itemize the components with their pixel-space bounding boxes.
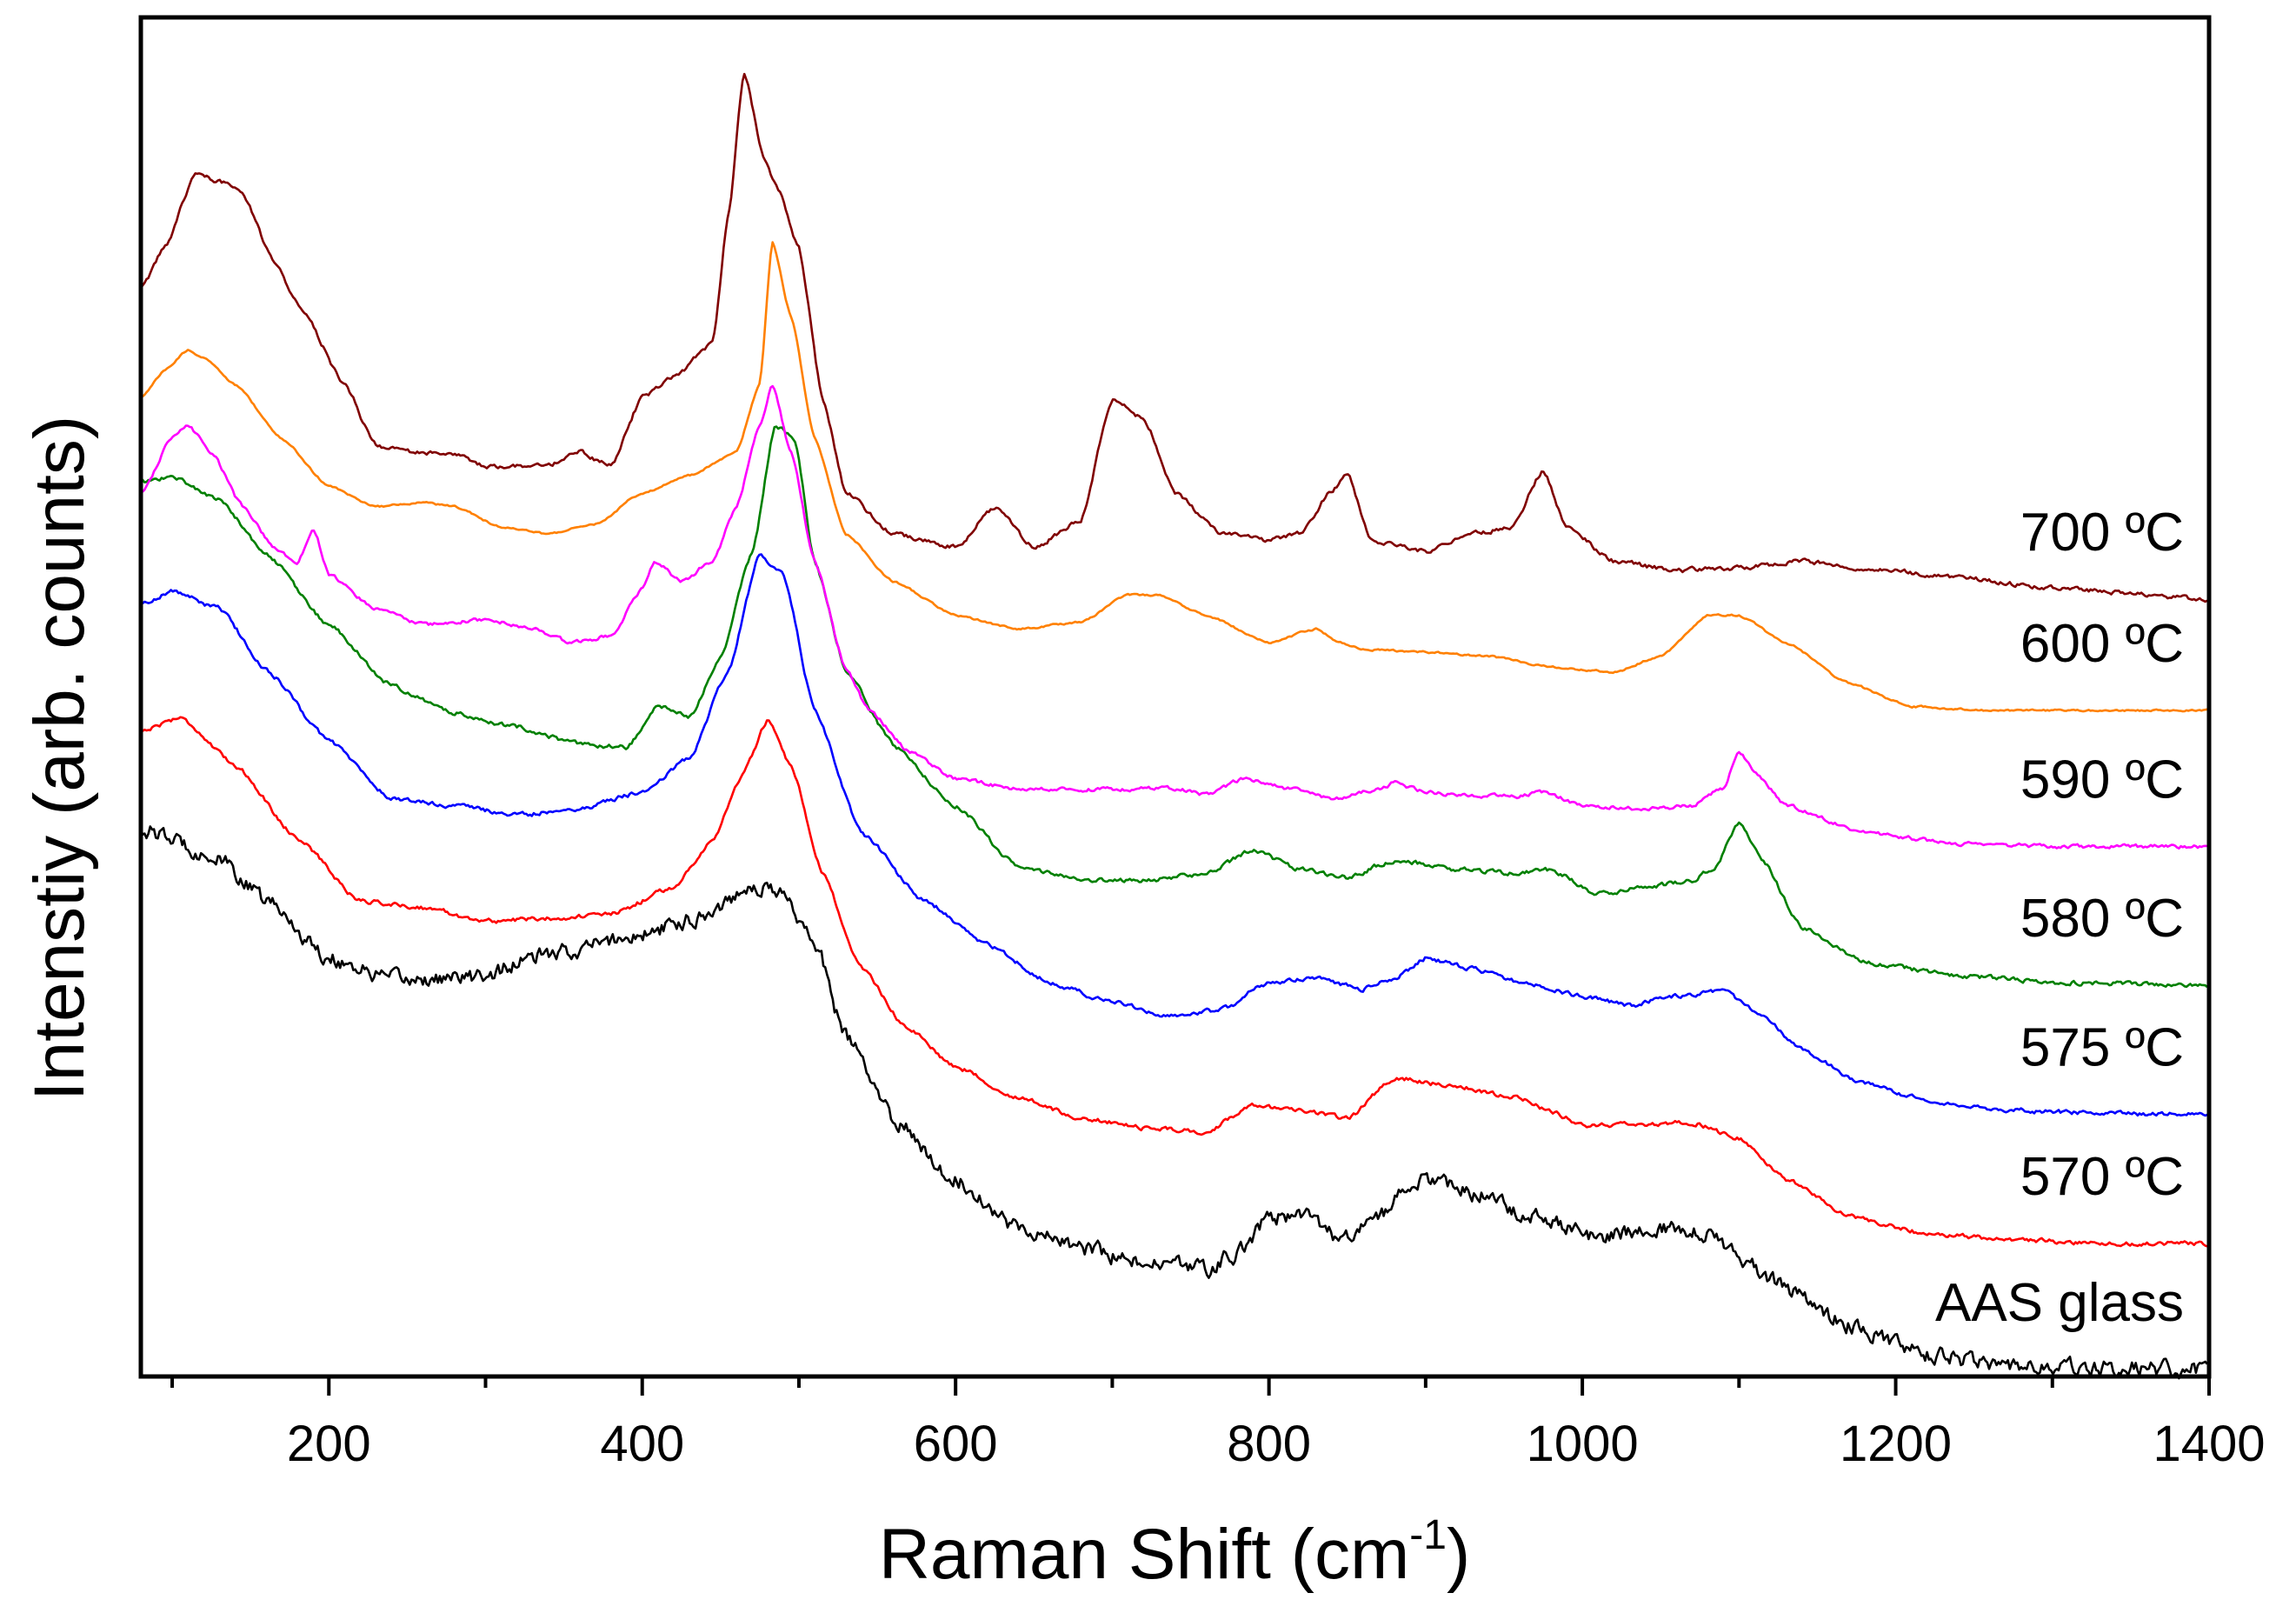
series-line-575-c — [140, 553, 2208, 1117]
series-label-590-c: 590 ºC — [2020, 750, 2184, 810]
x-tick-label-400: 400 — [600, 1416, 684, 1472]
series-line-580-c — [140, 425, 2208, 989]
series-label-700-c: 700 ºC — [2020, 503, 2184, 563]
series-label-aas-glass: AAS glass — [1935, 1273, 2184, 1333]
series-label-580-c: 580 ºC — [2020, 889, 2184, 949]
series-line-570-c — [141, 716, 2208, 1248]
series-line-590-c — [140, 384, 2207, 850]
series-line-700-c — [139, 72, 2208, 603]
x-tick-label-200: 200 — [287, 1416, 371, 1472]
series-label-575-c: 575 ºC — [2020, 1017, 2184, 1077]
x-tick-label-1000: 1000 — [1527, 1416, 1639, 1472]
x-axis-title: Raman Shift (cm-1) — [879, 1512, 1471, 1594]
series-line-600-c — [140, 241, 2208, 713]
x-tick-label-1400: 1400 — [2153, 1416, 2265, 1472]
x-tick-label-600: 600 — [914, 1416, 998, 1472]
plot-frame — [138, 15, 2212, 1379]
series-labels: AAS glass 570 ºC 575 ºC 580 ºC 590 ºC 600 ºC 7… — [1935, 503, 2184, 1333]
x-tick-label-800: 800 — [1227, 1416, 1311, 1472]
x-tick-label-1200: 1200 — [1840, 1416, 1952, 1472]
series-curves — [139, 72, 2208, 1380]
series-label-570-c: 570 ºC — [2020, 1147, 2184, 1207]
y-axis-title: Intenstiy (arb. counts) — [20, 416, 99, 1101]
series-label-600-c: 600 ºC — [2020, 614, 2184, 674]
x-axis-ticks: 200 400 600 800 1000 1200 1400 — [170, 1376, 2266, 1472]
series-line-aas-glass — [139, 825, 2208, 1380]
